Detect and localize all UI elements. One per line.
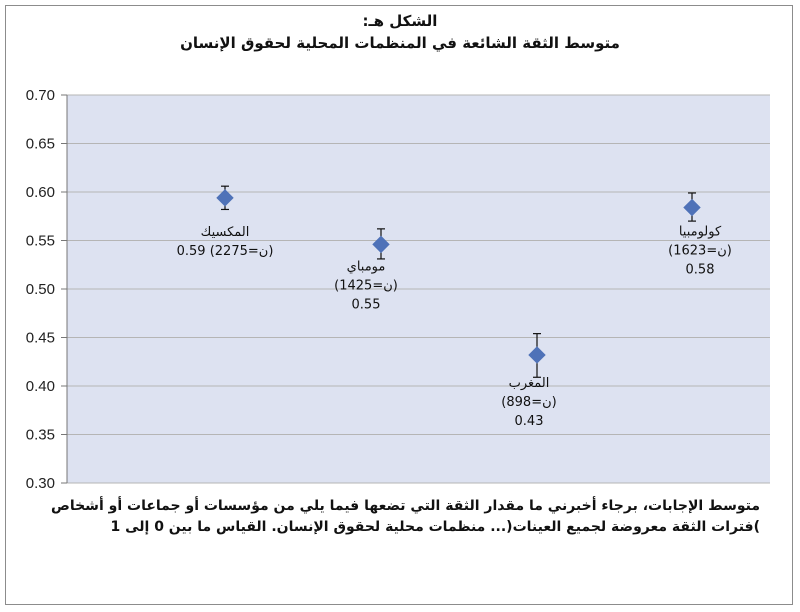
data-point-marker (372, 235, 390, 254)
data-point-label: المغرب (509, 376, 550, 391)
data-point-label: كولومبيا (679, 225, 722, 240)
y-tick-label: 0.70 (26, 87, 55, 104)
data-point-label: مومباي (347, 259, 386, 274)
y-tick-label: 0.60 (26, 184, 55, 201)
chart-note-line-1: متوسط الإجابات، برجاء أخبرني ما مقدار ال… (51, 498, 760, 514)
chart-note-line-2: )فترات الثقة معروضة لجميع العينات(... من… (110, 519, 760, 535)
chart-title-block: الشكل هـ: متوسط الثقة الشائعة في المنظما… (0, 10, 800, 54)
chart-subtitle: متوسط الثقة الشائعة في المنظمات المحلية … (180, 34, 620, 52)
chart-title: الشكل هـ: (362, 12, 438, 30)
data-point-label: (ن=1425) (334, 278, 398, 293)
y-tick-label: 0.65 (26, 136, 55, 153)
data-point-label: 0.58 (686, 263, 715, 278)
y-tick-label: 0.45 (26, 330, 55, 347)
data-point-marker (683, 198, 701, 217)
data-point-label: 0.43 (515, 414, 544, 429)
data-point-label: (ن=898) (501, 395, 556, 410)
data-point-label: المكسيك (201, 225, 250, 240)
y-tick-label: 0.50 (26, 281, 55, 298)
data-point-marker (216, 189, 234, 207)
y-tick-label: 0.40 (26, 378, 55, 395)
data-point-label: (ن=1623) (668, 244, 732, 259)
y-tick-label: 0.30 (26, 475, 55, 492)
data-point-label: (ن=2275) 0.59 (177, 244, 274, 259)
data-point-marker (528, 346, 546, 364)
y-tick-label: 0.55 (26, 233, 55, 250)
data-point-label: 0.55 (352, 297, 381, 312)
chart-note: متوسط الإجابات، برجاء أخبرني ما مقدار ال… (40, 496, 760, 538)
y-tick-label: 0.35 (26, 427, 55, 444)
